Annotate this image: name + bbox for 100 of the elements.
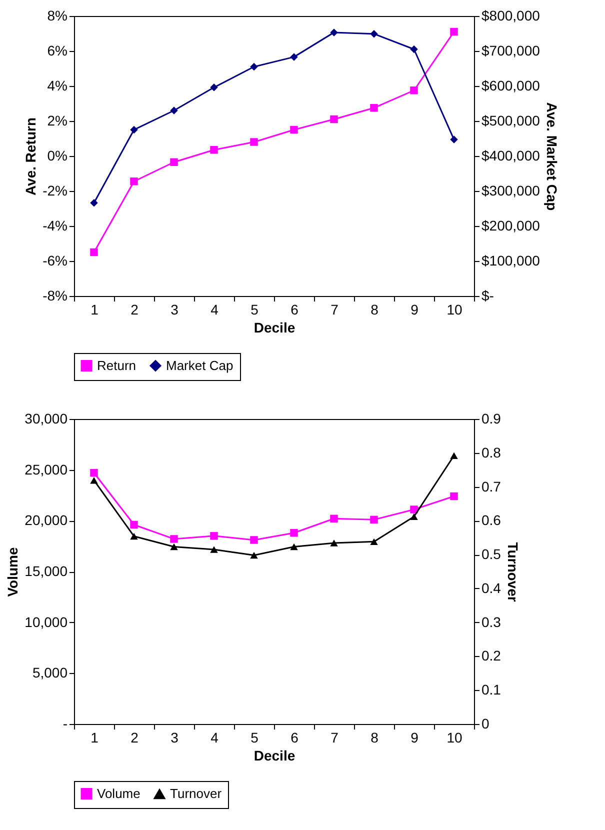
y-tick-label: -6% <box>42 252 68 268</box>
y-tick-label: 25,000 <box>24 461 68 478</box>
x-tick-label: 10 <box>446 302 462 318</box>
point <box>450 28 458 36</box>
y2-tick-label: $700,000 <box>482 42 540 58</box>
y2-tick-label: 0.7 <box>482 478 502 494</box>
point <box>410 45 418 54</box>
y-tick-label: 20,000 <box>24 512 68 528</box>
x-tick-label: 9 <box>410 302 419 318</box>
point <box>330 115 338 124</box>
y-tick-label: 0% <box>47 148 68 164</box>
point <box>290 126 298 134</box>
x-tick-label: 4 <box>210 730 219 746</box>
point <box>290 528 298 537</box>
point <box>250 138 258 146</box>
x-tick-label: 6 <box>290 730 299 746</box>
point <box>450 492 458 500</box>
y-tick-label: 5,000 <box>32 664 68 681</box>
point <box>410 506 418 514</box>
x-tick-label: 8 <box>370 302 379 318</box>
y-tick-label: 4% <box>47 78 68 94</box>
x-tick-label: 2 <box>130 730 139 746</box>
point <box>450 136 458 144</box>
y-tick-label: 6% <box>47 42 68 58</box>
y2-tick-label: $- <box>482 288 494 304</box>
point <box>90 199 98 207</box>
point <box>370 104 378 112</box>
x-tick-label: 1 <box>90 302 99 318</box>
x-tick-label: 7 <box>330 730 339 746</box>
y-tick-label: 30,000 <box>24 410 68 426</box>
x-tick-label: 2 <box>130 302 139 318</box>
point <box>290 543 298 550</box>
point <box>90 469 98 477</box>
legend-label: Volume <box>97 786 140 801</box>
y2-tick-label: 0.9 <box>482 410 502 426</box>
y2-tick-label: 0 <box>482 716 490 732</box>
point <box>410 86 418 94</box>
y2-tick-label: $400,000 <box>482 148 540 164</box>
point <box>130 520 138 529</box>
x-tick-label: 10 <box>446 730 462 746</box>
x-tick-label: 1 <box>90 730 99 746</box>
y2-tick-label: 0.6 <box>482 512 502 528</box>
y2-tick-label: 0.5 <box>482 546 502 562</box>
point <box>210 84 218 92</box>
point <box>90 248 98 256</box>
x-tick-label: 3 <box>170 730 179 746</box>
y2-tick-label: 0.3 <box>482 614 502 630</box>
x-axis-title: Decile <box>254 748 296 764</box>
y2-tick-label: $100,000 <box>482 252 540 268</box>
point <box>90 476 98 484</box>
point <box>130 126 138 134</box>
point <box>330 28 338 36</box>
y-tick-label: -4% <box>42 218 68 234</box>
x-axis-title: Decile <box>254 320 296 336</box>
y-tick-label: 8% <box>47 8 68 24</box>
x-tick-label: 9 <box>410 730 419 746</box>
point <box>170 158 178 166</box>
y2-tick-label: $200,000 <box>482 218 540 234</box>
x-tick-label: 8 <box>370 730 379 746</box>
point <box>250 536 258 544</box>
y2-tick-label: $500,000 <box>482 112 540 128</box>
legend-label: Return <box>97 358 136 373</box>
y-axis-title: Volume <box>4 547 21 597</box>
point <box>170 106 178 114</box>
point <box>370 30 378 38</box>
point <box>130 178 138 186</box>
point <box>370 538 378 546</box>
point <box>330 514 338 523</box>
y2-tick-label: $800,000 <box>482 8 540 24</box>
point <box>330 540 338 546</box>
point <box>170 543 178 550</box>
y2-tick-label: $300,000 <box>482 182 540 198</box>
x-tick-label: 3 <box>170 302 179 318</box>
x-tick-label: 6 <box>290 302 299 318</box>
y-tick-label: - <box>62 716 68 732</box>
point <box>370 516 378 524</box>
x-tick-label: 5 <box>250 730 259 746</box>
point <box>170 535 178 543</box>
point <box>250 62 258 71</box>
legend-label: Turnover <box>170 786 222 802</box>
y2-tick-label: $600,000 <box>482 78 540 94</box>
y-tick-label: 2% <box>47 112 68 128</box>
point <box>130 532 138 540</box>
point <box>290 53 298 61</box>
point <box>210 532 218 540</box>
y2-tick-label: 0.1 <box>482 682 502 698</box>
y-tick-label: -8% <box>42 288 68 304</box>
y2-tick-label: 0.8 <box>482 444 502 460</box>
legend-label: Market Cap <box>166 358 234 373</box>
x-tick-label: 5 <box>250 302 259 318</box>
y2-axis-title: Turnover <box>504 542 521 602</box>
point <box>250 552 258 559</box>
x-tick-label: 4 <box>210 302 219 318</box>
point <box>410 513 418 520</box>
point <box>210 146 218 154</box>
y-tick-label: -2% <box>42 182 68 198</box>
y-tick-label: 10,000 <box>24 614 68 630</box>
y-axis-title: Ave. Return <box>22 117 39 196</box>
point <box>210 546 218 553</box>
y2-tick-label: 0.2 <box>482 648 502 664</box>
